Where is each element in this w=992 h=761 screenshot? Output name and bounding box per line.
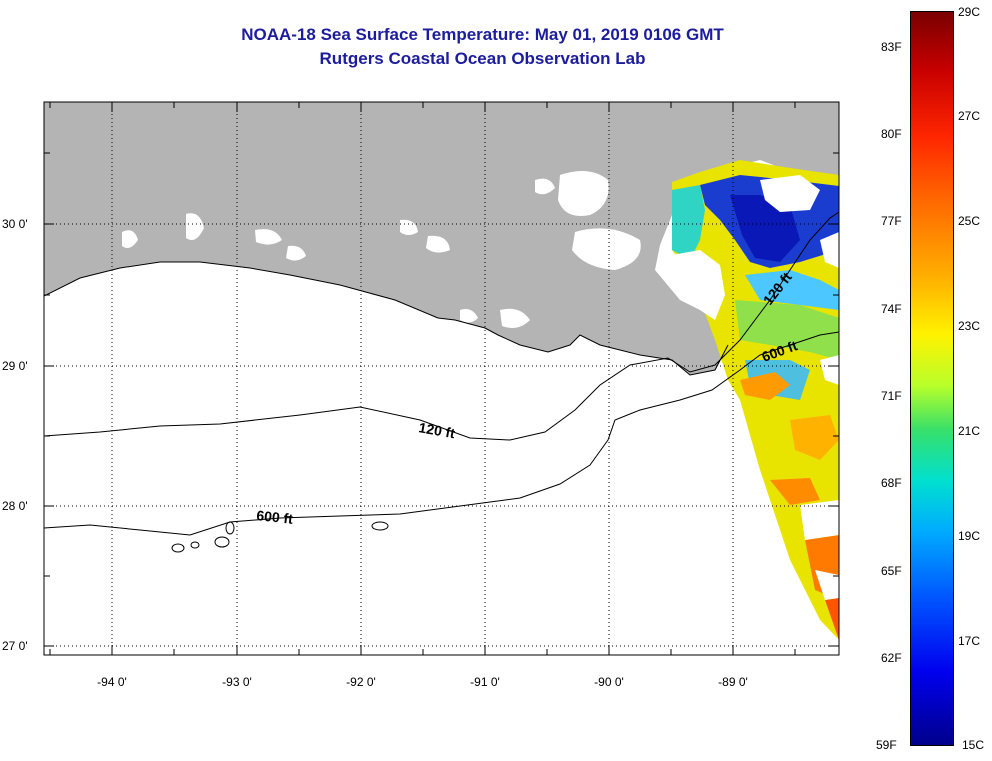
lat-label: 28 0' (2, 499, 28, 513)
lon-label: -89 0' (718, 675, 748, 689)
contour-120ft (44, 211, 839, 441)
lon-label: -92 0' (346, 675, 376, 689)
contour-600ft (44, 331, 839, 536)
lat-label: 30 0' (2, 217, 28, 231)
colorbar-c-label: 17C (958, 634, 981, 648)
colorbar-c-label: 27C (958, 109, 981, 123)
colorbar-c-label: 23C (958, 319, 981, 333)
lon-label: -90 0' (594, 675, 624, 689)
colorbar-f-label: 68F (881, 476, 902, 490)
colorbar-f-label: 80F (881, 127, 902, 141)
colorbar-c-label: 21C (958, 424, 981, 438)
colorbar-c-label: 19C (958, 529, 981, 543)
colorbar-f-label: 83F (881, 40, 902, 54)
lon-label: -91 0' (470, 675, 500, 689)
map-subtitle: Rutgers Coastal Ocean Observation Lab (319, 49, 646, 68)
lon-label: -94 0' (97, 675, 127, 689)
lon-label: -93 0' (222, 675, 252, 689)
contour-label-600ft: 600 ft (256, 507, 294, 527)
colorbar-f-label: 71F (881, 389, 902, 403)
colorbar-f-label: 59F (876, 738, 897, 752)
colorbar-f-label: 77F (881, 214, 902, 228)
colorbar-f-label: 74F (881, 302, 902, 316)
lat-label: 29 0' (2, 359, 28, 373)
lat-label: 27 0' (2, 639, 28, 653)
colorbar-c-label: 15C (962, 738, 985, 752)
colorbar-c-label: 29C (958, 5, 981, 19)
colorbar-f-label: 65F (881, 564, 902, 578)
contour-label-120ft: 120 ft (417, 419, 456, 441)
colorbar-f-label: 62F (881, 651, 902, 665)
map-title: NOAA-18 Sea Surface Temperature: May 01,… (241, 25, 724, 44)
temperature-colorbar (910, 11, 954, 746)
colorbar-c-label: 25C (958, 214, 981, 228)
